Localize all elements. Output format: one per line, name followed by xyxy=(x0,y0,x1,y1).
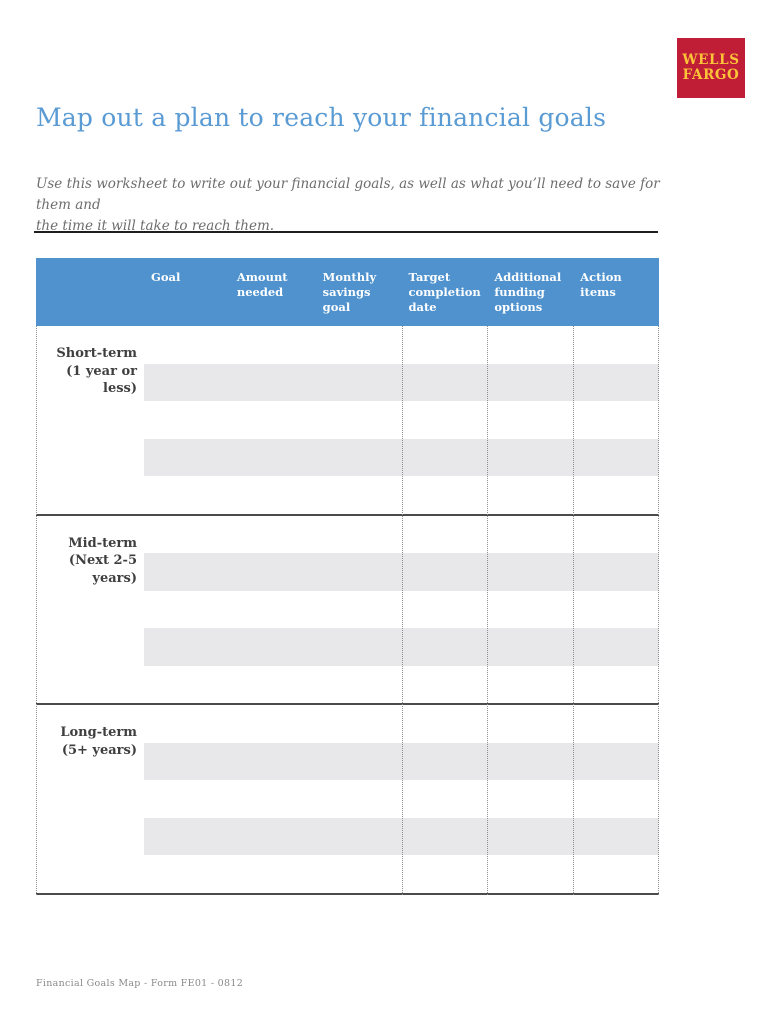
column-separator-dotted xyxy=(401,326,403,895)
section-label-long-term: Long-term (5+ years) xyxy=(36,724,137,759)
blank-row xyxy=(36,401,659,439)
blank-row xyxy=(36,666,659,704)
section-label-line2: (5+ years) xyxy=(61,742,137,758)
section-long-term: Long-term (5+ years) xyxy=(36,705,659,895)
table-header-row: Goal Amount needed Monthly savings goal … xyxy=(36,258,659,326)
section-mid-term: Mid-term (Next 2-5 years) xyxy=(36,516,659,706)
intro-line2: the time it will take to reach them. xyxy=(36,218,275,234)
blank-row xyxy=(36,780,659,818)
section-label-line1: Mid-term xyxy=(68,535,137,551)
header-cell-empty xyxy=(36,258,144,326)
blank-row xyxy=(36,817,659,856)
intro-text: Use this worksheet to write out your fin… xyxy=(36,174,666,237)
table-body: Short-term (1 year or less) Mid-term (Ne… xyxy=(36,326,659,895)
blank-row xyxy=(36,855,659,893)
blank-row xyxy=(36,628,659,666)
goals-worksheet-table: Goal Amount needed Monthly savings goal … xyxy=(36,258,659,895)
blank-row xyxy=(36,363,659,402)
column-separator-dotted xyxy=(36,326,37,895)
section-label-line1: Long-term xyxy=(60,725,137,741)
section-short-term: Short-term (1 year or less) xyxy=(36,326,659,516)
column-separator-dotted xyxy=(573,326,575,895)
blank-row xyxy=(36,591,659,629)
header-cell-amount-needed: Amount needed xyxy=(236,270,288,299)
section-label-line2: (Next 2-5 years) xyxy=(68,553,137,586)
section-label-line2: (1 year or less) xyxy=(66,363,137,397)
header-cell-monthly-savings-goal: Monthly savings goal xyxy=(322,270,377,314)
section-label-mid-term: Mid-term (Next 2-5 years) xyxy=(36,535,137,588)
header-cell-goal: Goal xyxy=(151,270,181,284)
blank-row xyxy=(36,476,659,514)
blank-row xyxy=(36,553,659,591)
logo-text-line1: WELLS xyxy=(682,52,740,68)
column-separator-dotted xyxy=(487,326,489,895)
blank-row xyxy=(36,438,659,477)
column-separator-dotted xyxy=(657,326,659,895)
logo-text-line2: FARGO xyxy=(682,67,740,83)
header-cell-target-completion-date: Target completion date xyxy=(408,270,481,314)
header-cell-action-items: Action items xyxy=(580,270,622,299)
section-label-short-term: Short-term (1 year or less) xyxy=(36,345,137,398)
header-cell-additional-funding-options: Additional funding options xyxy=(494,270,562,314)
wells-fargo-logo: WELLS FARGO xyxy=(677,38,745,98)
intro-line1: Use this worksheet to write out your fin… xyxy=(36,176,660,213)
divider-rule xyxy=(34,231,658,234)
form-footer: Financial Goals Map - Form FE01 - 0812 xyxy=(36,978,244,989)
blank-row xyxy=(36,742,659,781)
section-label-line1: Short-term xyxy=(56,346,137,361)
page-title: Map out a plan to reach your financial g… xyxy=(36,103,607,132)
